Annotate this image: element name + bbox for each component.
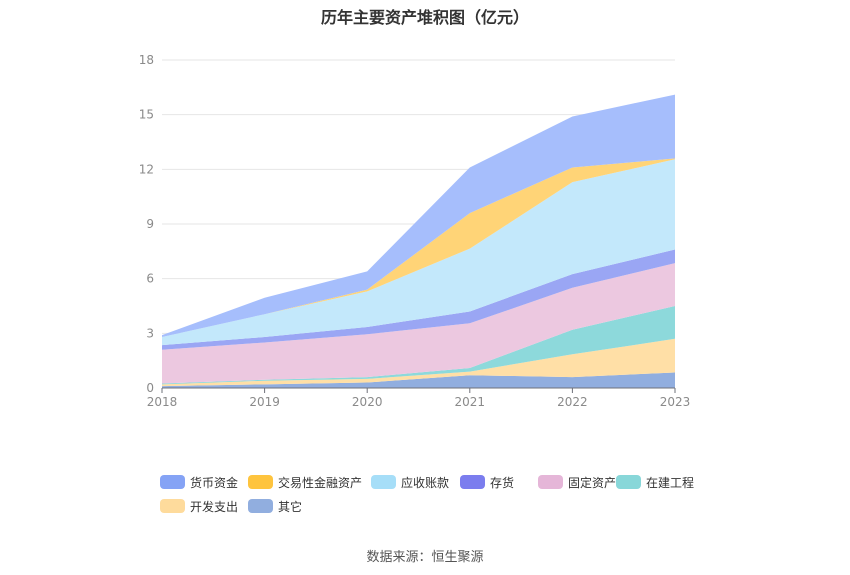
x-tick-label: 2023 — [660, 395, 691, 409]
chart-title: 历年主要资产堆积图（亿元） — [320, 8, 529, 27]
x-tick-label: 2018 — [147, 395, 178, 409]
x-tick-label: 2022 — [557, 395, 588, 409]
legend-item[interactable]: 货币资金 — [160, 472, 238, 492]
area-series-0 — [162, 372, 675, 388]
y-tick-label: 15 — [139, 108, 154, 122]
legend-item[interactable]: 其它 — [248, 496, 302, 516]
y-tick-label: 9 — [146, 217, 154, 231]
data-source: 数据来源：恒生聚源 — [366, 550, 484, 565]
y-tick-label: 18 — [139, 53, 154, 67]
legend-item[interactable]: 交易性金融资产 — [248, 472, 362, 492]
area-series-2 — [162, 306, 675, 385]
x-tick-label: 2021 — [455, 395, 486, 409]
legend-label: 存货 — [490, 475, 515, 490]
legend-swatch — [248, 475, 273, 489]
legend-swatch — [616, 475, 641, 489]
legend-swatch — [160, 499, 185, 513]
legend-label: 其它 — [278, 499, 303, 514]
legend-label: 固定资产 — [568, 475, 617, 490]
y-tick-label: 6 — [146, 272, 154, 286]
area-series-3 — [162, 263, 675, 384]
legend-label: 在建工程 — [646, 475, 695, 490]
area-series-1 — [162, 338, 675, 387]
legend-label: 开发支出 — [190, 499, 239, 514]
legend-swatch — [248, 499, 273, 513]
legend-swatch — [371, 475, 396, 489]
area-series-7 — [162, 94, 675, 337]
legend-swatch — [460, 475, 485, 489]
y-tick-label: 0 — [146, 381, 154, 395]
legend-item[interactable]: 开发支出 — [160, 496, 238, 516]
y-tick-label: 12 — [139, 162, 154, 176]
area-series-5 — [162, 159, 675, 346]
legend-item[interactable]: 固定资产 — [538, 472, 616, 492]
legend-swatch — [538, 475, 563, 489]
legend-label: 货币资金 — [190, 475, 239, 490]
legend-swatch — [160, 475, 185, 489]
legend-item[interactable]: 应收账款 — [371, 472, 449, 492]
x-tick-label: 2020 — [352, 395, 383, 409]
legend-item[interactable]: 存货 — [460, 472, 514, 492]
legend-label: 交易性金融资产 — [278, 475, 363, 490]
legend-label: 应收账款 — [401, 475, 450, 490]
y-tick-label: 3 — [146, 326, 154, 340]
x-tick-label: 2019 — [249, 395, 280, 409]
legend-item[interactable]: 在建工程 — [616, 472, 694, 492]
